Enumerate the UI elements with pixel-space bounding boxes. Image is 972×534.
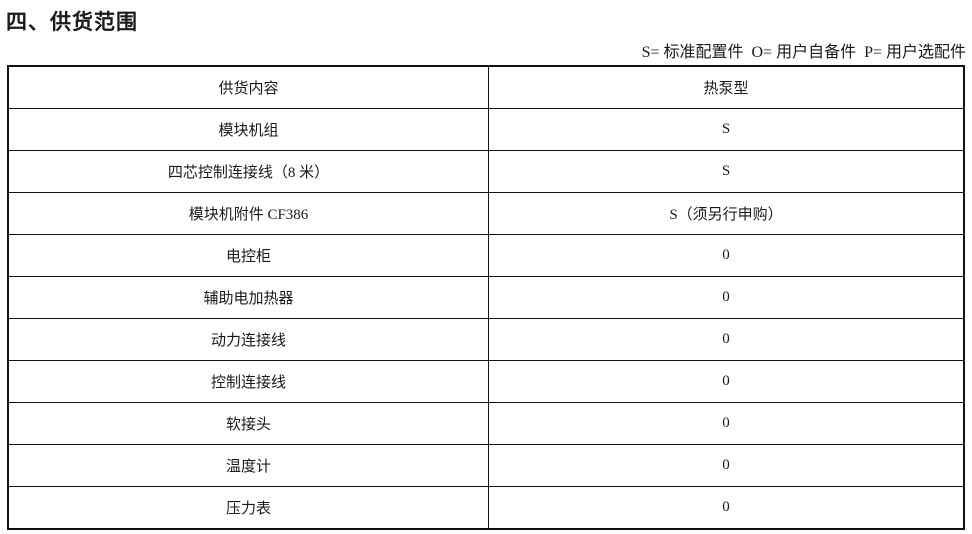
table-row: 动力连接线 0 [7, 318, 965, 361]
supply-type-cell: 0 [488, 276, 965, 319]
table-row: 压力表 0 [7, 486, 965, 530]
supply-type-cell: 0 [488, 486, 965, 530]
item-cell: 控制连接线 [7, 360, 489, 403]
supply-type-cell: 0 [488, 402, 965, 445]
item-cell: 软接头 [7, 402, 489, 445]
table-header-row: 供货内容 热泵型 [7, 65, 965, 109]
supply-type-cell: 0 [488, 360, 965, 403]
table-row: 电控柜 0 [7, 234, 965, 277]
supply-type-cell: 0 [488, 318, 965, 361]
table-row: 温度计 0 [7, 444, 965, 487]
item-cell: 辅助电加热器 [7, 276, 489, 319]
table-row: 模块机附件 CF386 S（须另行申购） [7, 192, 965, 235]
header-cell-content: 供货内容 [7, 65, 489, 109]
item-cell: 电控柜 [7, 234, 489, 277]
item-cell: 压力表 [7, 486, 489, 530]
header-cell-heat-pump: 热泵型 [488, 65, 965, 109]
table-row: 四芯控制连接线（8 米） S [7, 150, 965, 193]
item-cell: 四芯控制连接线（8 米） [7, 150, 489, 193]
supply-type-cell: 0 [488, 444, 965, 487]
supply-scope-table: 供货内容 热泵型 模块机组 S 四芯控制连接线（8 米） S 模块机附件 CF386 S（… [7, 65, 965, 530]
item-cell: 动力连接线 [7, 318, 489, 361]
table-row: 辅助电加热器 0 [7, 276, 965, 319]
legend-note: S= 标准配置件 O= 用户自备件 P= 用户选配件 [641, 44, 966, 61]
table-row: 模块机组 S [7, 108, 965, 151]
item-cell: 模块机组 [7, 108, 489, 151]
item-cell: 模块机附件 CF386 [7, 192, 489, 235]
table-row: 控制连接线 0 [7, 360, 965, 403]
supply-type-cell: S [488, 150, 965, 193]
supply-type-cell: 0 [488, 234, 965, 277]
section-title: 四、供货范围 [6, 10, 138, 34]
item-cell: 温度计 [7, 444, 489, 487]
table-row: 软接头 0 [7, 402, 965, 445]
supply-type-cell: S [488, 108, 965, 151]
supply-type-cell: S（须另行申购） [488, 192, 965, 235]
